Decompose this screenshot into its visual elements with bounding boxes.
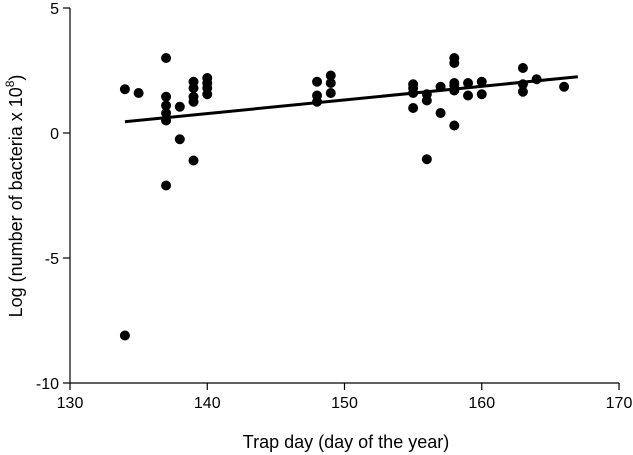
data-point xyxy=(449,85,460,96)
data-point xyxy=(174,134,185,145)
trendline-group xyxy=(124,75,578,124)
data-point xyxy=(435,108,446,118)
data-point xyxy=(421,95,432,106)
data-point xyxy=(421,154,432,165)
data-point xyxy=(463,90,474,101)
x-tick-label: 170 xyxy=(606,395,633,412)
x-tick-label: 130 xyxy=(57,395,84,412)
data-point xyxy=(476,89,487,100)
x-axis-label: Trap day (day of the year) xyxy=(243,432,449,452)
trendline xyxy=(124,75,578,124)
data-point xyxy=(202,89,213,100)
data-point xyxy=(161,100,172,111)
data-point xyxy=(119,84,130,95)
x-tick-label: 160 xyxy=(468,395,495,412)
y-axis-label-suffix: ) xyxy=(6,75,26,81)
data-point xyxy=(408,88,419,98)
data-points xyxy=(119,53,570,341)
y-axis-label: Log (number of bacteria x 108) xyxy=(3,75,26,318)
data-point xyxy=(531,74,542,85)
data-point xyxy=(325,70,336,81)
data-point xyxy=(312,96,323,107)
data-point xyxy=(449,58,460,68)
data-point xyxy=(119,330,130,341)
data-point xyxy=(517,63,528,73)
data-point xyxy=(133,88,144,98)
data-point xyxy=(188,83,199,93)
data-point xyxy=(161,91,172,102)
y-tick-label: -5 xyxy=(45,251,59,268)
data-point xyxy=(408,103,419,113)
data-point xyxy=(161,180,172,191)
data-point xyxy=(559,81,570,92)
data-point xyxy=(325,88,336,98)
y-tick-label: 0 xyxy=(50,126,59,143)
y-tick-label: -10 xyxy=(36,376,59,393)
data-point xyxy=(312,76,323,87)
axes: 130 140 150 160 170 -10 -5 0 5 xyxy=(36,1,633,412)
data-point xyxy=(463,78,474,88)
data-point xyxy=(449,120,460,131)
data-point xyxy=(517,86,528,97)
data-point xyxy=(435,81,446,92)
data-point xyxy=(174,101,185,112)
y-axis-label-superscript: 8 xyxy=(3,80,17,87)
data-point xyxy=(188,96,199,107)
data-point xyxy=(325,78,336,88)
data-point xyxy=(161,108,172,118)
x-tick-label: 150 xyxy=(331,395,358,412)
y-axis-label-prefix: Log (number of bacteria x 10 xyxy=(6,87,26,317)
y-tick-label: 5 xyxy=(50,1,59,18)
data-point xyxy=(161,53,172,63)
axis-labels: Trap day (day of the year) Log (number o… xyxy=(3,75,449,452)
data-point xyxy=(476,76,487,87)
data-point xyxy=(188,155,199,166)
data-point xyxy=(161,115,172,126)
x-tick-label: 140 xyxy=(194,395,221,412)
data-point xyxy=(517,79,528,90)
